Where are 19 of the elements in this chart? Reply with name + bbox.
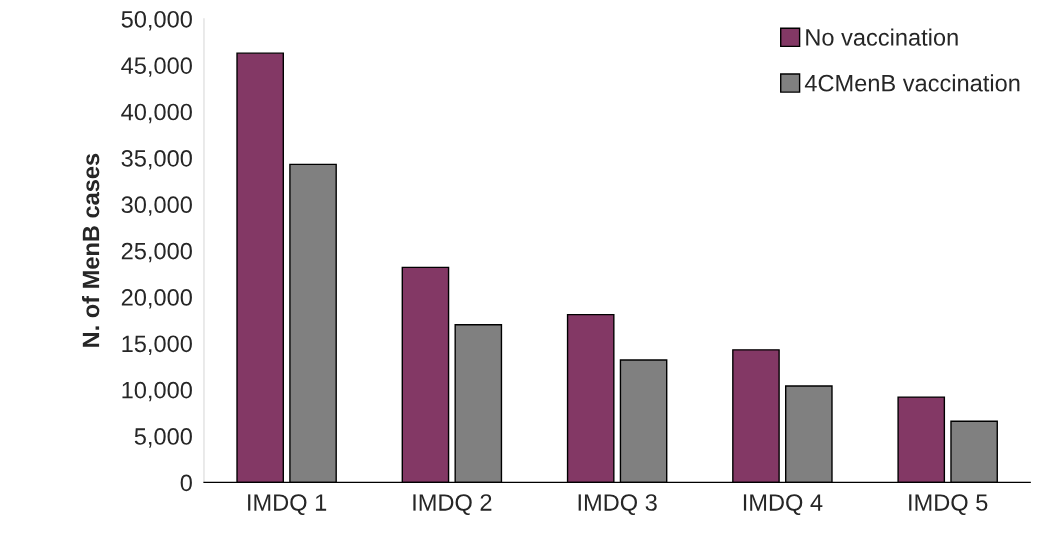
y-tick-label: 10,000 (122, 381, 192, 402)
x-tick-label: IMDQ 1 (248, 494, 327, 516)
x-tick-label: IMDQ 5 (909, 494, 988, 516)
y-tick-label: 40,000 (121, 103, 192, 124)
y-tick-label: 45,000 (121, 57, 192, 77)
y-tick-label: 30,000 (121, 196, 192, 216)
y-tick-label: 15,000 (122, 335, 192, 355)
y-axis-title: N. of MenB cases (81, 153, 100, 347)
y-tick-label: 35,000 (121, 150, 192, 170)
y-tick-label: 20,000 (121, 289, 192, 309)
x-tick-label: IMDQ 4 (743, 494, 823, 516)
y-tick-label: 0 (180, 474, 192, 492)
y-tick-label: 50,000 (121, 10, 192, 31)
legend-label: No vaccination (806, 28, 958, 46)
x-tick-label: IMDQ 3 (578, 494, 657, 516)
legend-label: 4CMenB vaccination (804, 74, 1020, 92)
y-tick-label: 25,000 (121, 242, 192, 263)
y-tick-label: 5,000 (134, 428, 192, 448)
x-tick-label: IMDQ 2 (413, 494, 492, 516)
